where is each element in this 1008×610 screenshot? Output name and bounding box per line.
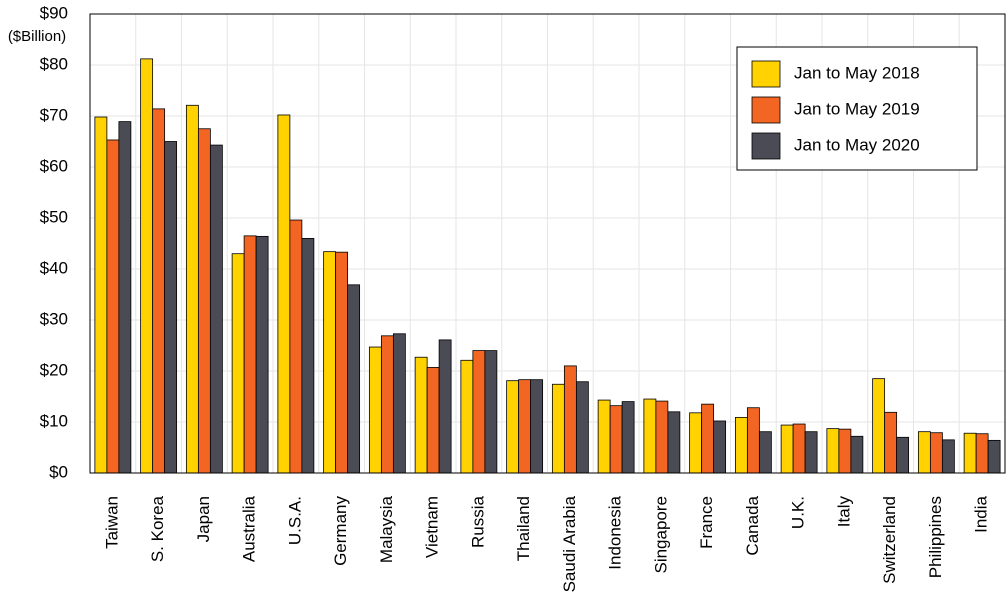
bar xyxy=(335,251,349,474)
bar xyxy=(667,411,681,474)
bar xyxy=(518,379,532,474)
x-tick-label: Germany xyxy=(331,496,350,566)
x-tick-label: India xyxy=(972,495,991,532)
bar xyxy=(118,121,132,474)
bar xyxy=(987,439,1001,474)
bar xyxy=(164,141,178,474)
bar xyxy=(438,339,452,474)
y-tick-label: $20 xyxy=(40,360,68,379)
y-tick-label: $40 xyxy=(40,258,68,277)
bar xyxy=(838,428,852,474)
bar xyxy=(701,403,715,474)
bar xyxy=(323,251,337,474)
bar xyxy=(826,428,840,474)
x-tick-label: Switzerland xyxy=(880,496,899,584)
bar xyxy=(197,128,211,474)
bar xyxy=(140,58,154,474)
bar xyxy=(975,433,989,474)
bar xyxy=(347,284,361,474)
x-tick-label: Thailand xyxy=(514,496,533,561)
bar xyxy=(255,235,269,474)
bar xyxy=(941,439,955,474)
bar xyxy=(551,383,565,474)
bar xyxy=(231,253,245,474)
bar xyxy=(414,356,428,474)
bar xyxy=(917,431,931,474)
bar xyxy=(804,431,818,474)
bar xyxy=(152,108,166,474)
bar xyxy=(94,116,108,474)
bar xyxy=(185,104,199,474)
bar xyxy=(106,139,120,474)
x-tick-label: Malaysia xyxy=(377,495,396,563)
legend-label: Jan to May 2019 xyxy=(794,99,920,118)
y-tick-label: $60 xyxy=(40,156,68,175)
legend-label: Jan to May 2018 xyxy=(794,63,920,82)
x-tick-label: S. Korea xyxy=(148,495,167,562)
bar xyxy=(368,346,382,474)
bar xyxy=(758,431,772,474)
bar xyxy=(621,401,635,474)
bar xyxy=(301,237,315,474)
x-tick-label: Taiwan xyxy=(102,496,121,549)
bar xyxy=(713,420,727,474)
bar xyxy=(563,365,577,474)
y-tick-label: $30 xyxy=(40,309,68,328)
x-tick-label: Philippines xyxy=(926,496,945,578)
x-tick-label: U.K. xyxy=(789,496,808,529)
bar xyxy=(929,432,943,474)
y-tick-label: $70 xyxy=(40,105,68,124)
y-tick-label: $0 xyxy=(49,462,68,481)
bar xyxy=(289,219,303,474)
plot-frame xyxy=(89,13,1006,474)
bar xyxy=(850,435,864,474)
y-tick-label: $80 xyxy=(40,54,68,73)
x-tick-label: Italy xyxy=(834,496,853,528)
bar xyxy=(597,399,611,474)
bar xyxy=(689,412,703,474)
bar xyxy=(884,411,898,474)
bar xyxy=(277,114,291,474)
legend-label: Jan to May 2020 xyxy=(794,135,920,154)
bar xyxy=(575,381,589,474)
bar xyxy=(530,379,544,474)
bar xyxy=(460,359,474,474)
bar xyxy=(643,398,657,474)
y-tick-label: $90 xyxy=(40,3,68,22)
bar xyxy=(872,378,886,474)
bar xyxy=(746,407,760,474)
x-tick-label: Australia xyxy=(240,495,259,562)
legend-swatch xyxy=(751,60,781,88)
bar xyxy=(655,400,669,474)
bar xyxy=(609,405,623,474)
bar xyxy=(792,423,806,474)
y-tick-label: $10 xyxy=(40,411,68,430)
bar xyxy=(780,424,794,474)
y-axis-label: ($Billion) xyxy=(8,28,66,45)
x-tick-label: Singapore xyxy=(651,496,670,574)
x-tick-label: Canada xyxy=(743,495,762,555)
x-tick-label: Saudi Arabia xyxy=(560,495,579,592)
bar xyxy=(243,235,257,474)
bar xyxy=(963,432,977,474)
bar xyxy=(209,144,223,474)
bar xyxy=(472,350,486,474)
x-tick-label: France xyxy=(697,496,716,549)
legend-swatch xyxy=(751,96,781,124)
x-tick-label: Vietnam xyxy=(423,496,442,558)
bar xyxy=(380,335,394,474)
bar xyxy=(896,436,910,474)
x-tick-label: Japan xyxy=(194,496,213,542)
bar xyxy=(734,417,748,474)
legend-swatch xyxy=(751,132,781,160)
bar xyxy=(506,380,520,474)
bar xyxy=(392,333,406,474)
bar xyxy=(426,367,440,474)
x-tick-label: U.S.A. xyxy=(285,496,304,545)
y-tick-label: $50 xyxy=(40,207,68,226)
x-tick-label: Russia xyxy=(468,495,487,548)
bar xyxy=(484,350,498,474)
x-tick-label: Indonesia xyxy=(606,495,625,569)
